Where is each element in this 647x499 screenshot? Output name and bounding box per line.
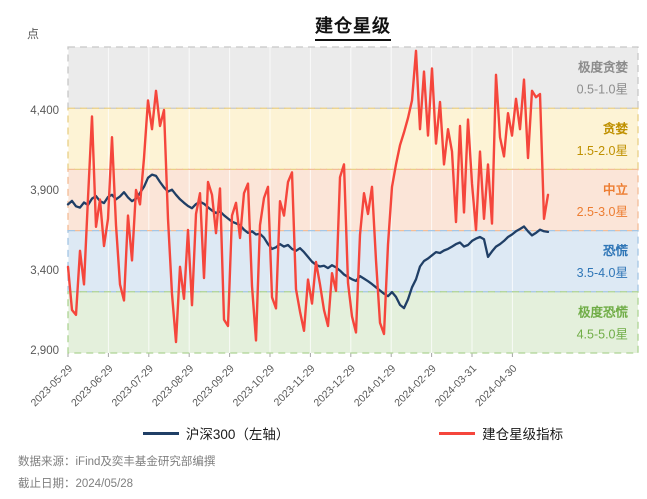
x-tick-label: 2023-12-29 xyxy=(311,363,358,410)
legend-label-star-indicator: 建仓星级指标 xyxy=(482,427,564,442)
chart-footer: 数据来源：iFind及奕丰基金研究部编撰 截止日期：2024/05/28 xyxy=(18,451,215,495)
x-tick-label: 2023-10-29 xyxy=(231,363,278,410)
x-tick-label: 2023-08-29 xyxy=(150,363,197,410)
band-border-0 xyxy=(67,46,639,109)
chart-legend: 沪深300（左轴） 建仓星级指标 xyxy=(68,423,638,443)
band-label-name: 贪婪 xyxy=(602,121,629,136)
legend-item-star-indicator[interactable]: 建仓星级指标 xyxy=(439,423,563,443)
y-axis-unit-label: 点 xyxy=(27,27,40,41)
band-label-name: 极度恐慌 xyxy=(578,304,629,319)
csi300-line-swatch xyxy=(142,431,179,435)
x-tick-label: 2023-06-29 xyxy=(69,363,116,410)
x-tick-label: 2024-04-30 xyxy=(473,363,520,410)
band-label-stars: 3.5-4.0星 xyxy=(577,266,628,280)
band-label-stars: 0.5-1.0星 xyxy=(577,83,628,97)
csi300-line xyxy=(66,173,550,310)
band-border-2 xyxy=(67,168,639,232)
star-indicator-line-swatch xyxy=(439,431,476,435)
y-tick-label: 3,900 xyxy=(30,185,59,197)
band-border-4 xyxy=(67,291,639,354)
band-0 xyxy=(68,47,638,109)
band-label-stars: 2.5-3.0星 xyxy=(577,205,628,219)
chart-title: 建仓星级 xyxy=(68,12,638,41)
x-tick-label: 2024-03-31 xyxy=(433,363,480,410)
legend-item-csi300[interactable]: 沪深300（左轴） xyxy=(142,423,290,443)
x-tick-label: 2024-02-29 xyxy=(392,363,439,410)
band-label-name: 恐慌 xyxy=(603,243,629,258)
y-tick-label: 3,400 xyxy=(30,265,59,277)
x-tick-label: 2023-05-29 xyxy=(29,363,76,410)
star-indicator-line xyxy=(66,49,550,344)
band-label-stars: 4.5-5.0星 xyxy=(577,327,628,341)
band-border-3 xyxy=(67,229,639,293)
band-2 xyxy=(68,169,638,231)
band-label-stars: 1.5-2.0星 xyxy=(577,144,628,158)
data-source-note: 数据来源：iFind及奕丰基金研究部编撰 xyxy=(18,456,216,468)
x-tick-label: 2024-01-29 xyxy=(352,363,399,410)
x-tick-label: 2023-11-29 xyxy=(272,363,318,409)
band-3 xyxy=(68,230,638,292)
band-border-1 xyxy=(67,107,639,171)
as-of-date-note: 截止日期：2024/05/28 xyxy=(18,478,134,490)
band-label-name: 极度贪婪 xyxy=(578,60,629,75)
x-tick-label: 2023-09-29 xyxy=(190,363,237,410)
band-label-name: 中立 xyxy=(603,182,629,197)
y-tick-label: 2,900 xyxy=(30,345,59,357)
legend-label-csi300: 沪深300（左轴） xyxy=(185,427,290,442)
y-tick-label: 4,400 xyxy=(30,105,59,117)
x-tick-label: 2023-07-29 xyxy=(109,363,156,410)
